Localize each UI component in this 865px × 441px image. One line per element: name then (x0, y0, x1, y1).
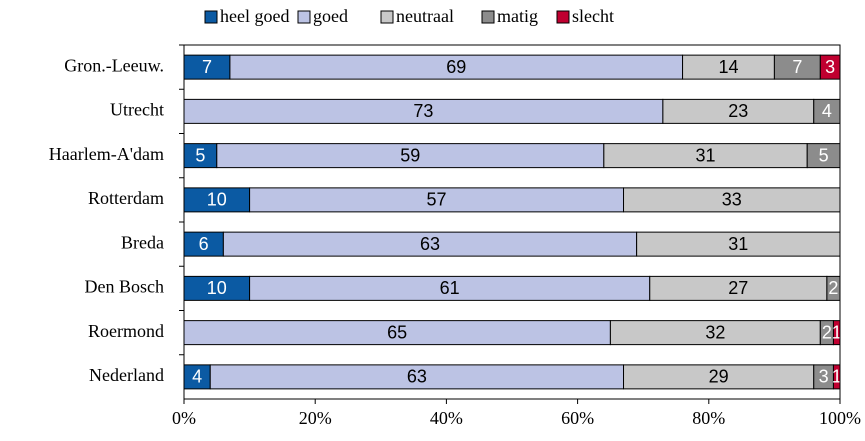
bar-segment (682, 54, 775, 80)
legend-swatch (380, 10, 394, 24)
y-tick-label: Gron.-Leeuw. (64, 55, 164, 75)
data-label: 57 (427, 190, 447, 210)
bar-segment (773, 54, 821, 80)
y-tick-label: Rotterdam (88, 188, 164, 208)
x-tick-label: 60% (561, 408, 594, 428)
bar-segment (636, 231, 841, 257)
data-label: 23 (728, 101, 748, 121)
data-label: 10 (207, 190, 227, 210)
data-label: 10 (207, 278, 227, 298)
data-label: 3 (825, 57, 835, 77)
legend-swatch (204, 10, 218, 24)
data-label: 63 (407, 367, 427, 387)
bar-segment (649, 275, 828, 301)
data-label: 65 (387, 322, 407, 342)
bar-segment (603, 143, 808, 169)
legend-swatch (297, 10, 311, 24)
data-label: 2 (828, 278, 838, 298)
y-tick-label: Den Bosch (85, 277, 165, 297)
legend-label: matig (497, 6, 538, 26)
data-label: 63 (420, 234, 440, 254)
legend-label: neutraal (396, 6, 454, 26)
legend-label: heel goed (220, 6, 289, 26)
bar-segment (209, 364, 625, 390)
data-label: 7 (202, 57, 212, 77)
x-tick-label: 40% (430, 408, 463, 428)
x-tick-label: 0% (172, 408, 196, 428)
y-tick-label: Haarlem-A'dam (49, 144, 164, 164)
data-label: 32 (705, 322, 725, 342)
data-label: 31 (696, 145, 716, 165)
bar-segment (623, 187, 841, 213)
data-label: 4 (192, 367, 202, 387)
bar-segment (249, 187, 625, 213)
bar-segment (662, 98, 815, 124)
legend-swatch (481, 10, 495, 24)
y-tick-label: Nederland (89, 365, 164, 385)
data-label: 7 (792, 57, 802, 77)
x-tick-label: 80% (692, 408, 725, 428)
data-label: 33 (722, 190, 742, 210)
bar-segment (249, 275, 651, 301)
legend-swatch (556, 10, 570, 24)
y-tick-label: Breda (121, 232, 164, 252)
plot-frame (183, 44, 841, 400)
data-label: 1 (832, 322, 842, 342)
data-label: 73 (413, 101, 433, 121)
bar-segment (813, 98, 841, 124)
bar-segment (229, 54, 684, 80)
data-label: 69 (446, 57, 466, 77)
data-label: 1 (832, 367, 842, 387)
x-tick-label: 100% (819, 408, 861, 428)
data-label: 31 (728, 234, 748, 254)
data-label: 5 (195, 145, 205, 165)
data-label: 59 (400, 145, 420, 165)
data-label: 4 (822, 101, 832, 121)
x-tick-label: 20% (299, 408, 332, 428)
bar-segment (216, 143, 605, 169)
data-label: 5 (819, 145, 829, 165)
bar-segment (183, 320, 611, 346)
y-tick-label: Utrecht (110, 100, 164, 120)
bar-segment (183, 98, 664, 124)
bar-segment (222, 231, 638, 257)
data-label: 61 (440, 278, 460, 298)
legend-label: slecht (572, 6, 614, 26)
bar-segment (806, 143, 841, 169)
data-label: 6 (199, 234, 209, 254)
data-label: 14 (718, 57, 738, 77)
data-label: 2 (822, 322, 832, 342)
data-label: 27 (728, 278, 748, 298)
legend-label: goed (313, 6, 348, 26)
y-tick-label: Roermond (88, 321, 164, 341)
data-label: 3 (819, 367, 829, 387)
data-label: 29 (709, 367, 729, 387)
